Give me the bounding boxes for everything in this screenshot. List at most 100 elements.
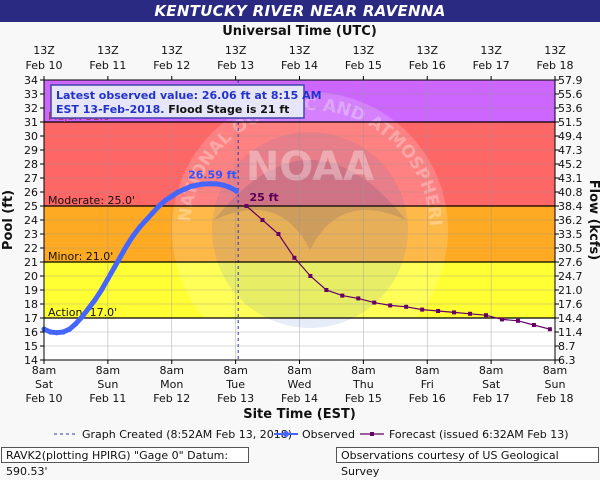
y-tick-label: 18	[24, 298, 38, 311]
info-box-bg	[50, 84, 305, 119]
bottom-tick-date: Feb 14	[281, 392, 318, 405]
bottom-tick-day: Sat	[482, 378, 501, 391]
flow-tick-label: 14.4	[558, 312, 583, 325]
forecast-start-label: 25 ft	[249, 191, 278, 204]
observed-point	[66, 326, 73, 332]
legend-forecast-marker	[370, 432, 374, 436]
bottom-tick-hour: 8am	[160, 364, 184, 377]
forecast-point	[404, 304, 409, 309]
observed-point	[169, 193, 175, 199]
forecast-line	[246, 205, 551, 330]
observed-point	[156, 203, 162, 209]
top-axis-title: Universal Time (UTC)	[222, 24, 377, 39]
observed-point	[181, 186, 188, 192]
forecast-point	[452, 310, 457, 315]
forecast-point	[308, 274, 313, 278]
info-line2: EST 13-Feb-2018. Flood Stage is 21 ft	[56, 103, 289, 116]
flow-tick-label: 30.5	[558, 242, 583, 255]
top-tick-hour: 13Z	[289, 44, 311, 57]
bottom-tick-hour: 8am	[479, 364, 503, 377]
y-tick-label: 22	[24, 242, 38, 255]
legend-forecast: Forecast (issued 6:32AM Feb 13)	[389, 428, 569, 441]
flow-tick-label: 51.5	[558, 116, 583, 129]
observed-point	[92, 297, 98, 303]
observed-point	[207, 181, 213, 187]
flow-tick-label: 21.0	[558, 284, 583, 297]
forecast-point	[276, 232, 281, 236]
flow-tick-label: 47.3	[558, 144, 583, 157]
bottom-tick-hour: 8am	[543, 364, 567, 377]
seal-outer	[172, 92, 448, 368]
flow-tick-label: 11.4	[558, 326, 583, 339]
flow-tick-label: 38.4	[558, 200, 583, 213]
legend-observed: Observed	[302, 428, 355, 441]
top-tick-hour: 13Z	[225, 44, 247, 57]
top-tick-date: Feb 15	[345, 59, 382, 72]
forecast-point	[340, 293, 345, 298]
top-tick-date: Feb 13	[217, 59, 254, 72]
y-tick-label: 26	[24, 186, 38, 199]
observed-point	[124, 242, 130, 248]
y-tick-label: 14	[24, 354, 38, 367]
observed-point	[175, 189, 181, 195]
observed-point	[149, 210, 156, 216]
forecast-point	[372, 300, 377, 305]
observed-point	[73, 321, 79, 327]
flow-tick-label: 24.7	[558, 270, 583, 283]
y-tick-label: 17	[24, 312, 38, 325]
observed-point	[162, 197, 168, 203]
forecast-point	[515, 318, 520, 323]
observed-point	[233, 188, 239, 194]
info-line2-flood-stage: Flood Stage is 21 ft	[164, 103, 289, 116]
source-note: Observations courtesy of US Geological S…	[336, 447, 599, 478]
bottom-tick-hour: 8am	[96, 364, 120, 377]
stage-label-minor: Minor: 21.0'	[48, 250, 113, 263]
observed-point	[47, 329, 53, 335]
forecast-point	[324, 288, 329, 292]
bottom-tick-date: Feb 16	[409, 392, 446, 405]
flow-tick-label: 40.8	[558, 186, 583, 199]
flow-tick-label: 49.4	[558, 130, 583, 143]
flow-tick-label: 27.6	[558, 256, 583, 269]
y-tick-label: 24	[24, 214, 38, 227]
observed-point	[79, 314, 85, 320]
observed-point	[143, 217, 149, 223]
observed-point	[130, 232, 137, 238]
top-tick-hour: 13Z	[33, 44, 55, 57]
bottom-tick-hour: 8am	[351, 364, 375, 377]
legend-graph-created: Graph Created (8:52AM Feb 13, 2018)	[82, 428, 292, 441]
y-tick-label: 29	[24, 144, 38, 157]
flow-tick-label: 6.3	[558, 354, 576, 367]
seal-logo: NOAA	[246, 144, 374, 190]
forecast-point	[436, 309, 441, 313]
observed-point	[201, 181, 207, 187]
seal-gull	[214, 160, 406, 250]
forecast-point	[292, 255, 297, 260]
observed-point	[98, 287, 105, 293]
datum-note: RAVK2(plotting HPIRG) "Gage 0" Datum: 59…	[1, 447, 249, 478]
bottom-tick-day: Sat	[35, 378, 54, 391]
y-tick-label: 25	[24, 200, 38, 213]
bottom-tick-date: Feb 10	[26, 392, 63, 405]
forecast-point	[260, 218, 265, 222]
flow-tick-label: 55.6	[558, 88, 583, 101]
top-tick-date: Feb 17	[473, 59, 510, 72]
stage-label-moderate: Moderate: 25.0'	[48, 194, 135, 207]
observed-point	[54, 330, 60, 336]
info-box: Latest observed value: 26.06 ft at 8:15 …	[50, 84, 322, 119]
bottom-tick-date: Feb 15	[345, 392, 382, 405]
forecast-point	[388, 303, 393, 308]
bottom-tick-day: Sun	[545, 378, 566, 391]
bottom-tick-day: Mon	[160, 378, 183, 391]
flow-tick-label: 53.6	[558, 102, 583, 115]
flow-tick-label: 33.5	[558, 228, 583, 241]
top-tick-date: Feb 14	[281, 59, 318, 72]
flow-tick-label: 45.2	[558, 158, 583, 171]
bottom-tick-day: Tue	[225, 378, 245, 391]
bottom-tick-hour: 8am	[32, 364, 56, 377]
bottom-tick-date: Feb 18	[537, 392, 574, 405]
top-tick-date: Feb 18	[537, 59, 574, 72]
y-tick-label: 32	[24, 102, 38, 115]
top-tick-date: Feb 16	[409, 59, 446, 72]
